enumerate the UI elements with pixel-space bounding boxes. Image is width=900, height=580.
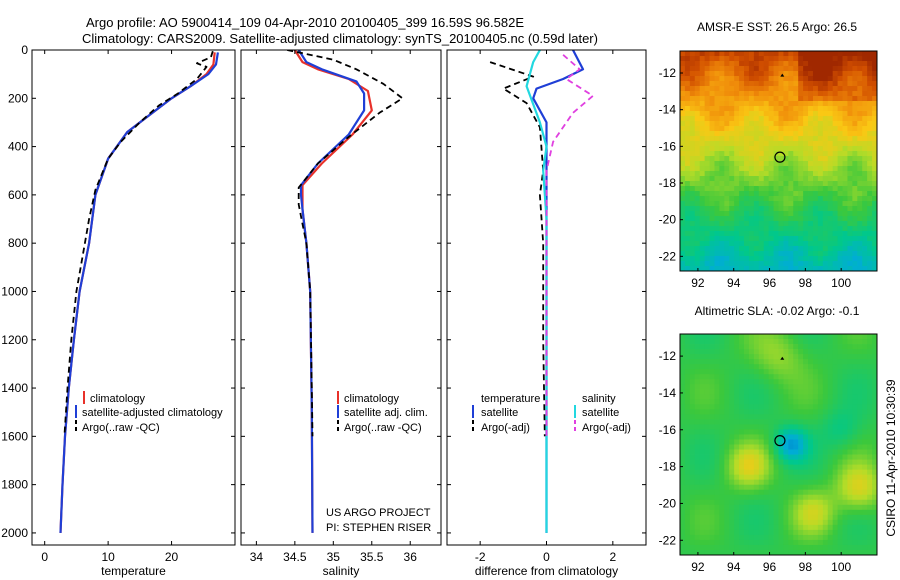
- series-line-argo: [287, 50, 404, 437]
- x-tick-label: 2: [609, 550, 616, 564]
- plot-frame: [31, 49, 236, 546]
- y-tick-label: -14: [659, 103, 677, 117]
- float-position-marker: [774, 435, 786, 447]
- y-tick-label: -18: [659, 460, 677, 474]
- x-tick-label: 96: [763, 276, 777, 290]
- legend-salinity-heading: salinity: [582, 393, 616, 405]
- y-tick-label: 1200: [1, 333, 28, 347]
- map-cells: [680, 334, 878, 556]
- x-tick-label: 92: [691, 276, 705, 290]
- legend-climatology: climatology: [344, 393, 400, 405]
- y-tick-label: 1600: [1, 429, 28, 443]
- y-tick-label: 1400: [1, 381, 28, 395]
- salinity-legend: climatology satellite adj. clim. Argo(..…: [337, 391, 428, 434]
- series-line-salinity-satellite: [525, 50, 548, 533]
- x-tick-label: 94: [727, 276, 741, 290]
- sst-map-title: AMSR-E SST: 26.5 Argo: 26.5: [697, 20, 857, 34]
- y-tick-label: 1800: [1, 478, 28, 492]
- project-label: US ARGO PROJECT: [326, 507, 431, 519]
- legend-sal-satellite: satellite: [582, 407, 619, 419]
- x-tick-label: 34: [250, 550, 264, 564]
- series-line-temperature-argo: [489, 61, 546, 437]
- x-axis-label: salinity: [323, 564, 360, 578]
- y-tick-label: -18: [659, 176, 677, 190]
- sla-map: 92 94 96 98 100 -12 -14 -16 -18 -20 -22: [659, 333, 878, 574]
- x-axis-label: temperature: [101, 564, 166, 578]
- legend-climatology: climatology: [90, 393, 146, 405]
- x-tick-label: -2: [475, 550, 486, 564]
- y-tick-label: 1000: [1, 284, 28, 298]
- x-tick-label: 92: [691, 560, 705, 574]
- sst-map: 92 94 96 98 100 -12 -14 -16 -18 -20 -22: [659, 50, 878, 290]
- y-tick-label: 200: [8, 91, 28, 105]
- legend-argo: Argo(..raw -QC): [82, 422, 160, 434]
- x-tick-label: 94: [727, 560, 741, 574]
- y-tick-label: 800: [8, 236, 28, 250]
- x-tick-label: 35: [327, 550, 341, 564]
- y-tick-label: -22: [659, 249, 677, 263]
- series-line-climatology: [293, 50, 373, 533]
- x-tick-label: 98: [799, 276, 813, 290]
- x-tick-label: 34.5: [283, 550, 307, 564]
- plot-frame: [240, 49, 442, 546]
- sla-map-title: Altimetric SLA: -0.02 Argo: -0.1: [695, 304, 860, 318]
- x-tick-label: 0: [543, 550, 550, 564]
- x-tick-label: 100: [831, 276, 851, 290]
- x-tick-label: 35.5: [360, 550, 384, 564]
- x-tick-label: 10: [101, 550, 115, 564]
- title-line-1: Argo profile: AO 5900414_109 04-Apr-2010…: [86, 15, 524, 30]
- y-tick-label: -12: [659, 349, 677, 363]
- temperature-legend: climatology satellite-adjusted climatolo…: [75, 391, 223, 434]
- legend-satellite: satellite-adjusted climatology: [82, 407, 223, 419]
- y-tick-label: 600: [8, 188, 28, 202]
- y-tick-label: -22: [659, 533, 677, 547]
- legend-temp-satellite: satellite: [481, 407, 518, 419]
- salinity-profile-panel: 34 34.5 35 35.5 36 salinity: [240, 49, 442, 578]
- side-timestamp: CSIRO 11-Apr-2010 10:30:39: [884, 379, 898, 537]
- x-tick-label: 100: [831, 560, 851, 574]
- y-tick-label: 2000: [1, 526, 28, 540]
- map-frame: [679, 50, 878, 272]
- y-tick-label: -16: [659, 139, 677, 153]
- x-tick-label: 0: [41, 550, 48, 564]
- legend-satellite: satellite adj. clim.: [344, 407, 428, 419]
- x-axis-label: difference from climatology: [475, 564, 618, 578]
- float-track-marker: [780, 73, 785, 77]
- legend-argo: Argo(..raw -QC): [344, 422, 422, 434]
- y-tick-label: 400: [8, 140, 28, 154]
- x-tick-label: 20: [165, 550, 179, 564]
- legend-temperature-heading: temperature: [481, 393, 540, 405]
- title-line-2: Climatology: CARS2009. Satellite-adjuste…: [82, 31, 598, 46]
- series-line-satellite: [59, 52, 219, 533]
- legend-sal-argo: Argo(-adj): [582, 422, 631, 434]
- y-tick-label: -20: [659, 213, 677, 227]
- float-position-marker: [774, 151, 786, 163]
- y-tick-label: -16: [659, 423, 677, 437]
- series-line-satellite: [297, 50, 366, 533]
- pi-label: PI: STEPHEN RISER: [326, 522, 431, 534]
- y-tick-label: -12: [659, 66, 677, 80]
- map-cells: [680, 51, 878, 272]
- x-tick-label: 98: [799, 560, 813, 574]
- difference-legend: temperature satellite Argo(-adj) salinit…: [472, 393, 631, 434]
- y-tick-label: 0: [21, 43, 28, 57]
- float-track-marker: [780, 356, 785, 360]
- difference-profile-series: [489, 50, 594, 533]
- map-frame: [679, 333, 878, 556]
- y-tick-label: -20: [659, 496, 677, 510]
- series-line-salinity-argo: [545, 54, 594, 437]
- temperature-profile-series: [59, 50, 219, 533]
- y-tick-label: -14: [659, 386, 677, 400]
- x-tick-label: 96: [763, 560, 777, 574]
- x-tick-label: 36: [404, 550, 418, 564]
- series-line-argo: [63, 50, 214, 437]
- legend-temp-argo: Argo(-adj): [481, 422, 530, 434]
- salinity-profile-series: [287, 50, 404, 533]
